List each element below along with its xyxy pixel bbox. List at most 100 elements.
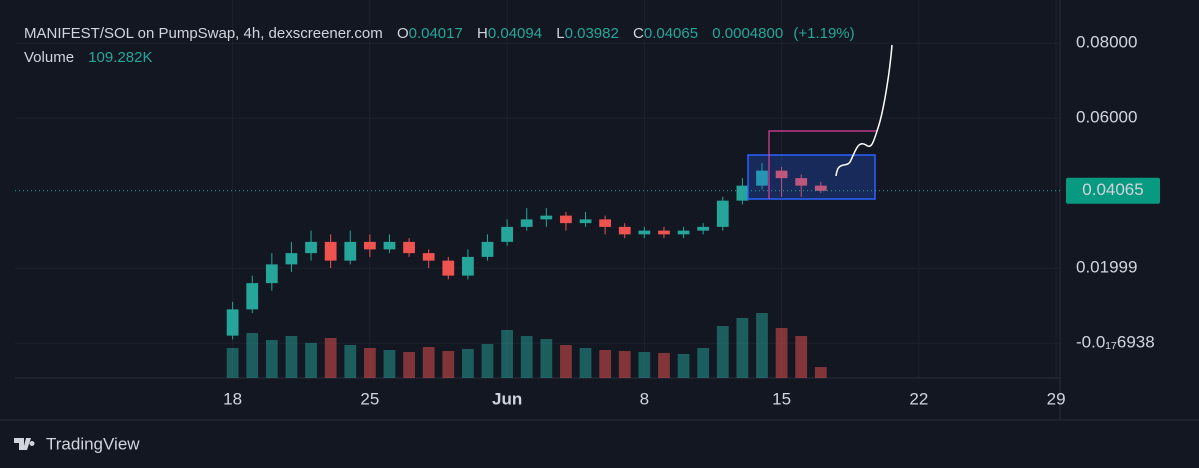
- h-label: H: [477, 25, 488, 42]
- volume-bar: [560, 345, 572, 378]
- volume-bar: [795, 336, 808, 378]
- candle-body: [599, 219, 612, 227]
- candle-body: [462, 256, 474, 276]
- candle-body: [363, 241, 376, 250]
- close-value: 0.04065: [644, 25, 698, 42]
- volume-bar: [638, 352, 651, 378]
- candle-body: [226, 309, 239, 336]
- volume-bar: [305, 343, 317, 378]
- x-tick-label: 22: [909, 389, 928, 408]
- volume-label: Volume: [24, 49, 74, 66]
- o-label: O: [397, 25, 409, 42]
- volume-layer: [226, 313, 827, 378]
- candle-body: [814, 185, 827, 191]
- volume-bar: [814, 367, 827, 378]
- volume-header: Volume 109.282K: [24, 49, 152, 66]
- candle-body: [344, 241, 357, 261]
- volume-bar: [403, 352, 415, 378]
- volume-bar: [246, 333, 259, 378]
- volume-bar: [285, 336, 298, 378]
- volume-bar: [265, 340, 278, 378]
- volume-bar: [697, 348, 710, 378]
- volume-bar: [599, 350, 612, 378]
- x-tick-label: 8: [640, 389, 649, 408]
- candle-body: [775, 170, 788, 179]
- candle-body: [638, 230, 651, 235]
- volume-bar: [501, 330, 513, 378]
- y-tick-label: 0.06000: [1076, 108, 1137, 127]
- l-label: L: [556, 25, 564, 42]
- volume-bar: [462, 349, 474, 378]
- drawing-line: [768, 130, 877, 199]
- candle-body: [618, 226, 631, 235]
- candle-body: [756, 170, 768, 186]
- volume-bar: [618, 351, 631, 378]
- volume-value: 109.282K: [88, 49, 152, 66]
- drawing-curve: [835, 44, 893, 177]
- volume-bar: [658, 353, 670, 378]
- volume-bar: [736, 318, 749, 378]
- candle-body: [246, 283, 259, 310]
- change-pct: (+1.19%): [793, 25, 854, 42]
- candle-body: [658, 230, 670, 235]
- candle-body: [383, 241, 396, 250]
- volume-bar: [579, 348, 592, 378]
- candle-body: [560, 215, 572, 224]
- candle-body: [324, 241, 337, 261]
- candle-body: [795, 178, 808, 186]
- candle-body: [677, 230, 690, 235]
- candle-body: [501, 226, 513, 242]
- brand: TradingView: [46, 434, 140, 453]
- last-price-label: 0.04065: [1082, 180, 1143, 199]
- grid: [15, 0, 1060, 378]
- volume-bar: [344, 345, 357, 378]
- candle-body: [442, 260, 455, 276]
- candle-body: [736, 185, 749, 201]
- candle-body: [697, 226, 710, 231]
- high-value: 0.04094: [488, 25, 542, 42]
- candle-layer: [226, 163, 827, 340]
- volume-bar: [226, 348, 239, 378]
- x-tick-label: 29: [1047, 389, 1066, 408]
- candle-body: [481, 241, 494, 257]
- c-label: C: [633, 25, 644, 42]
- brand-logo: [14, 438, 35, 450]
- open-value: 0.04017: [409, 25, 463, 42]
- volume-bar: [481, 344, 494, 378]
- title: MANIFEST/SOL on PumpSwap, 4h, dexscreene…: [24, 25, 383, 42]
- candle-body: [540, 215, 553, 220]
- x-tick-label: 18: [223, 389, 242, 408]
- header: MANIFEST/SOL on PumpSwap, 4h, dexscreene…: [24, 25, 855, 42]
- volume-bar: [422, 347, 435, 378]
- volume-bar: [716, 326, 729, 378]
- volume-bar: [540, 339, 553, 378]
- volume-bar: [363, 348, 376, 378]
- last-price-box: [1066, 177, 1160, 204]
- low-value: 0.03982: [565, 25, 619, 42]
- candle-body: [716, 200, 729, 227]
- volume-bar: [383, 350, 396, 378]
- y-tick-label: -0.0₁₇6938: [1076, 333, 1155, 352]
- candle-body: [579, 219, 592, 224]
- volume-bar: [520, 336, 533, 378]
- volume-bar: [775, 328, 788, 378]
- y-tick-label: 0.08000: [1076, 33, 1137, 52]
- volume-bar: [756, 313, 768, 378]
- change: 0.0004800: [712, 25, 783, 42]
- axis-layer: 0.08000 0.06000 0.01999 -0.0₁₇6938 18 25 Jun 8 1…: [15, 33, 1160, 408]
- volume-bar: [442, 351, 455, 378]
- candle-body: [403, 241, 415, 254]
- drawing-box: [747, 154, 876, 200]
- candle-body: [265, 264, 278, 284]
- x-tick-label: 25: [360, 389, 379, 408]
- volume-bar: [324, 338, 337, 378]
- x-tick-label: 15: [772, 389, 791, 408]
- candle-body: [520, 219, 533, 227]
- y-tick-label: 0.01999: [1076, 258, 1137, 277]
- candle-body: [285, 253, 298, 265]
- candle-body: [305, 241, 317, 254]
- volume-bar: [677, 354, 690, 378]
- x-tick-label: Jun: [492, 389, 522, 408]
